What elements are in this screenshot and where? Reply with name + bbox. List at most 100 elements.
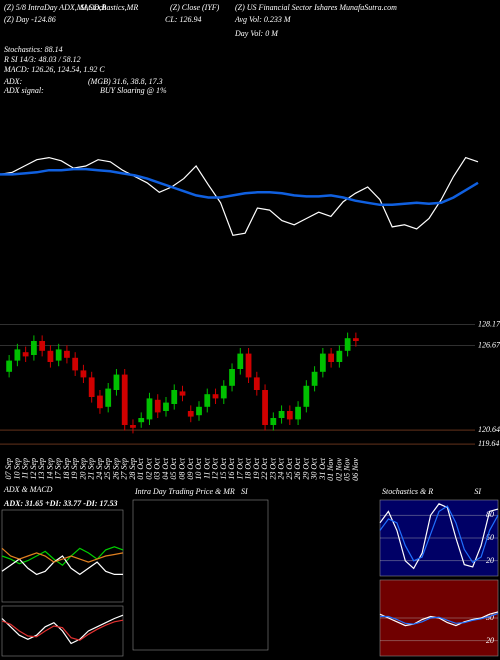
candle-body (220, 385, 227, 399)
candle-body (22, 352, 29, 357)
candle-body (154, 399, 161, 413)
panel (132, 499, 269, 651)
x-tick-label: 26 Oct (293, 457, 302, 479)
x-tick-label: 01 Nov (326, 458, 335, 481)
x-tick-label: 23 Oct (268, 457, 277, 479)
header-text: R SI 14/3: 48.03 / 58.12 (3, 55, 81, 64)
candle-body (319, 353, 326, 372)
x-tick-label: 10 Sep (12, 458, 21, 480)
candle-body (229, 369, 235, 386)
x-tick-label: 11 Oct (202, 457, 211, 479)
x-tick-label: 22 Oct (260, 457, 269, 479)
candle-body (278, 411, 285, 418)
series-line (1, 547, 124, 563)
header-text: (MGB) 31.6, 38.8, 17.3 (88, 77, 163, 86)
x-tick-label: 05 Oct (169, 457, 178, 479)
candle-body (97, 395, 103, 409)
candle-body (163, 402, 169, 411)
candle-body (179, 391, 186, 396)
panel-title: Intra Day Trading Price & MR (134, 487, 235, 496)
x-tick-label: 03 Oct (153, 457, 162, 479)
series-line (0, 167, 479, 207)
candle-body (245, 353, 252, 378)
header-text: Day Vol: 0 M (234, 29, 279, 38)
x-tick-label: 29 Oct (301, 457, 310, 479)
candle-body (105, 388, 112, 407)
panel-subtitle: SI (474, 487, 481, 496)
series-line (1, 614, 124, 645)
series-line (379, 503, 499, 570)
series-line (379, 505, 499, 564)
candle-body (253, 377, 260, 390)
x-tick-label: 20 Sep (78, 458, 87, 480)
x-tick-label: 01 Oct (136, 457, 145, 479)
x-tick-label: 18 Sep (62, 458, 71, 480)
x-tick-label: 17 Sep (54, 458, 63, 480)
series-line (379, 611, 499, 627)
candle-body (187, 411, 194, 417)
x-tick-label: 14 Sep (45, 458, 54, 480)
candle-body (121, 374, 128, 425)
x-tick-label: 27 Sep (120, 458, 129, 480)
header-text: MACD: 126.26, 124.54, 1.92 C (3, 65, 105, 74)
y-tick-label: 50 (486, 533, 494, 542)
candle-body (130, 425, 136, 428)
candle-body (80, 370, 87, 378)
candle-body (171, 390, 178, 404)
y-tick-label: 20 (486, 636, 494, 645)
x-tick-label: 16 Oct (227, 457, 236, 479)
header-text: SI,Stochastics,MR (80, 3, 138, 12)
candle-body (72, 357, 79, 371)
y-tick-label: 50 (486, 613, 494, 622)
header-text: BUY Sloaring @ 1% (100, 86, 167, 95)
x-tick-label: 24 Oct (277, 457, 286, 479)
x-tick-label: 15 Oct (219, 457, 228, 479)
x-tick-label: 21 Sep (87, 458, 96, 480)
y-tick-label: 120.64 (478, 425, 500, 434)
panel-title: Stochastics & R (382, 487, 433, 496)
panel-subtitle: SI (241, 487, 248, 496)
x-tick-label: 25 Sep (103, 458, 112, 480)
x-tick-label: 19 Oct (252, 457, 261, 479)
candle-body (303, 385, 310, 407)
x-tick-label: 04 Oct (161, 457, 170, 479)
candle-body (212, 394, 219, 399)
header-text: Avg Vol: 0.233 M (234, 15, 292, 24)
candle-body (64, 350, 70, 358)
header-text: CL: 126.94 (165, 15, 201, 24)
candle-body (55, 349, 62, 361)
x-tick-label: 10 Oct (194, 457, 203, 479)
candle-body (311, 371, 318, 386)
x-tick-label: 25 Oct (285, 457, 294, 479)
x-tick-label: 06 Nov (351, 458, 360, 481)
header-text: (Z) Close (IYF) (170, 3, 220, 12)
y-tick-label: 80 (486, 510, 494, 519)
header-text: ADX signal: (3, 86, 44, 95)
candle-body (262, 390, 268, 425)
x-tick-label: 11 Sep (21, 458, 30, 479)
candle-body (352, 338, 359, 341)
series-line (1, 555, 123, 576)
x-tick-label: 30 Oct (310, 457, 319, 480)
x-tick-label: 31 Oct (318, 457, 327, 480)
candle-body (196, 406, 202, 416)
candle-body (237, 353, 244, 369)
candle-body (31, 341, 37, 355)
y-tick-label: 126.67 (478, 341, 500, 350)
candle-body (295, 406, 301, 420)
series-line (380, 612, 499, 625)
header-text: Stochastics: 88.14 (4, 45, 63, 54)
header-text: (Z) 5/8 IntraDay ADX,MACD,B (4, 3, 106, 12)
candle-body (14, 349, 21, 361)
series-line (0, 156, 479, 236)
y-tick-label: 20 (486, 556, 494, 565)
x-tick-label: 12 Sep (29, 458, 38, 480)
header-text: (Z) US Financial Sector Ishares MunafaSu… (235, 3, 397, 12)
x-tick-label: 13 Sep (37, 458, 46, 480)
candle-body (47, 350, 54, 362)
panel-subtitle: ADX: 31.65 +DI: 33.77 -DI: 17.53 (3, 499, 117, 508)
series-line (1, 619, 124, 641)
x-tick-label: 05 Nov (343, 458, 352, 481)
x-tick-label: 19 Sep (70, 458, 79, 480)
